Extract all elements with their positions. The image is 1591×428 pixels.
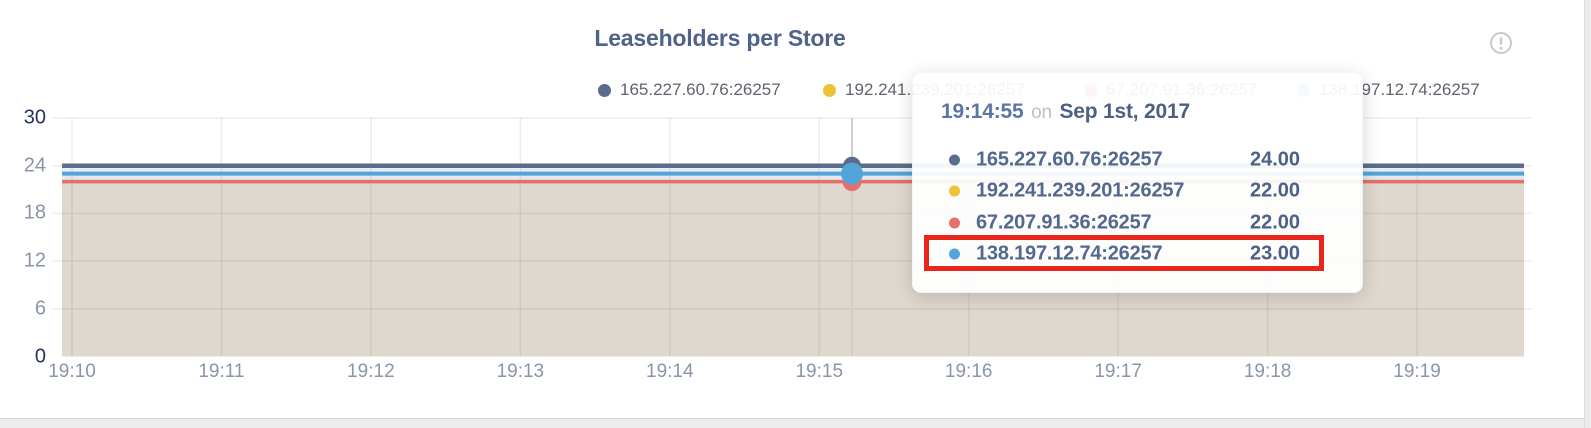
tooltip-series-label: 138.197.12.74:26257 bbox=[976, 242, 1163, 265]
y-axis-label: 6 bbox=[34, 297, 46, 320]
x-axis-label: 19:11 bbox=[198, 361, 245, 382]
tooltip-series-value: 22.00 bbox=[1250, 179, 1301, 202]
y-axis-label: 12 bbox=[23, 249, 46, 272]
right-edge-divider bbox=[1584, 0, 1591, 428]
series-dot-icon bbox=[949, 185, 960, 197]
info-icon[interactable] bbox=[1489, 31, 1513, 55]
x-axis-label: 19:19 bbox=[1393, 361, 1441, 382]
tooltip-connector: on bbox=[1031, 102, 1052, 123]
tooltip-series-label: 192.241.239.201:26257 bbox=[976, 179, 1185, 202]
hover-point-138.197.12.74:26257 bbox=[841, 162, 863, 185]
tooltip-series-value: 23.00 bbox=[1250, 242, 1301, 265]
series-dot-icon bbox=[949, 154, 960, 166]
tooltip-row: 165.227.60.76:26257 24.00 bbox=[913, 144, 1362, 176]
y-axis-label: 0 bbox=[34, 345, 46, 367]
series-dot-icon bbox=[949, 248, 960, 260]
tooltip-series-label: 67.207.91.36:26257 bbox=[976, 211, 1152, 234]
series-swatch-icon bbox=[823, 83, 836, 97]
x-axis-label: 19:18 bbox=[1243, 361, 1292, 382]
series-dot-icon bbox=[949, 217, 960, 229]
x-axis: 19:10 19:11 19:12 19:13 19:14 19:15 19:16 19:17… bbox=[0, 361, 1591, 385]
tooltip-series-value: 22.00 bbox=[1250, 211, 1301, 234]
x-axis-label: 19:15 bbox=[795, 361, 844, 382]
x-axis-label: 19:10 bbox=[48, 361, 96, 382]
x-axis-label: 19:12 bbox=[347, 361, 395, 382]
legend-item-store-1[interactable]: 165.227.60.76:26257 bbox=[598, 80, 781, 100]
tooltip-header: 19:14:55 on Sep 1st, 2017 bbox=[941, 99, 1362, 126]
hover-points bbox=[841, 156, 863, 192]
y-axis-label: 24 bbox=[23, 154, 46, 177]
tooltip-date: Sep 1st, 2017 bbox=[1059, 100, 1190, 123]
legend-item-label: 165.227.60.76:26257 bbox=[620, 80, 781, 99]
x-axis-label: 19:14 bbox=[646, 361, 694, 382]
tooltip-series-label: 165.227.60.76:26257 bbox=[976, 148, 1163, 171]
chart-title: Leaseholders per Store bbox=[594, 25, 846, 51]
circled-exclamation-icon bbox=[1490, 32, 1512, 54]
y-axis: 0 6 12 18 24 30 bbox=[0, 0, 46, 428]
tooltip-series-value: 24.00 bbox=[1250, 148, 1301, 171]
x-axis-label: 19:13 bbox=[496, 361, 545, 382]
tooltip-row: 192.241.239.201:26257 22.00 bbox=[913, 176, 1362, 208]
bottom-edge-divider bbox=[0, 418, 1591, 428]
y-axis-label: 18 bbox=[23, 201, 46, 224]
tooltip-time: 19:14:55 bbox=[941, 100, 1024, 123]
series-swatch-icon bbox=[598, 83, 611, 97]
x-axis-label: 19:17 bbox=[1094, 361, 1142, 382]
y-axis-label: 30 bbox=[23, 106, 46, 129]
tooltip-row: 67.207.91.36:26257 22.00 bbox=[913, 207, 1362, 239]
tooltip-row: 138.197.12.74:26257 23.00 bbox=[913, 239, 1362, 271]
chart-tooltip: 19:14:55 on Sep 1st, 2017 165.227.60.76:… bbox=[912, 72, 1363, 293]
x-axis-label: 19:16 bbox=[944, 361, 993, 382]
